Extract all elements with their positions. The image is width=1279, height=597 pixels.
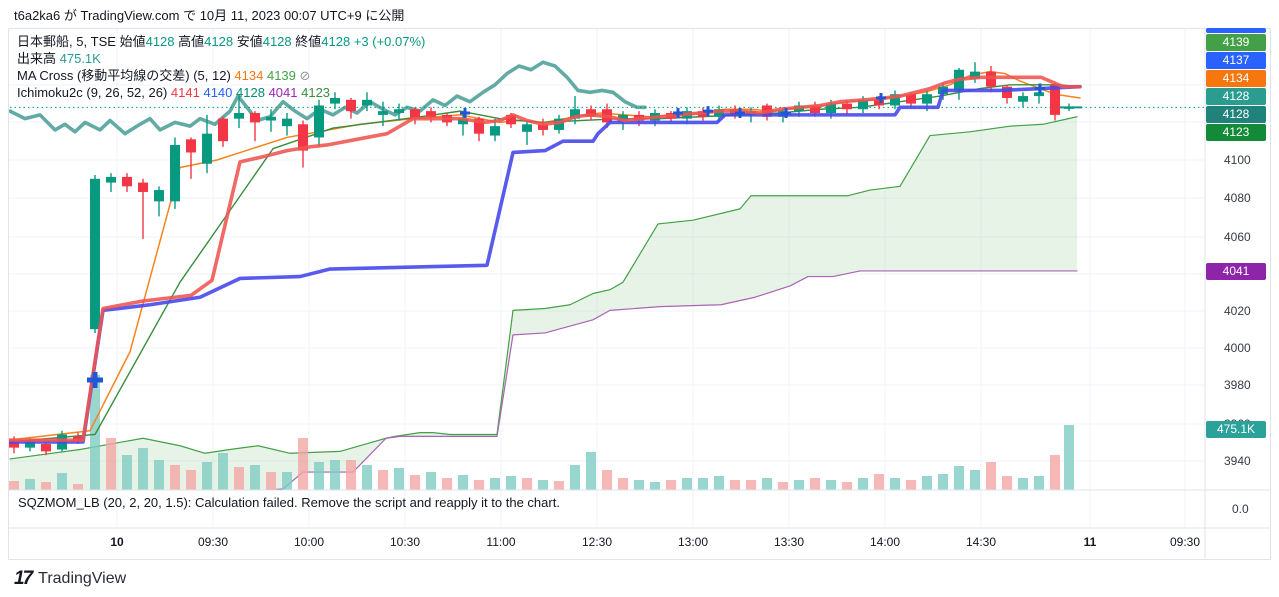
legend-value: 高値 [178, 34, 205, 49]
legend-value: 4128 [204, 34, 237, 49]
legend-value: 終値 [295, 34, 322, 49]
legend-volume-row[interactable]: 出来高 475.1K [17, 50, 425, 67]
price-tick-label: 4060 [1224, 230, 1251, 244]
price-badge: 4123 [1206, 124, 1266, 141]
legend-value: 4041 [268, 85, 302, 100]
legend-value: 4141 [170, 85, 204, 100]
tradingview-logo-icon: 17 [14, 568, 33, 589]
price-badge: 4139 [1206, 34, 1266, 51]
time-tick-label: 10:00 [293, 535, 325, 549]
legend-value: 4128 [236, 85, 269, 100]
legend-value: 4128 [262, 34, 296, 49]
legend-value: 4140 [203, 85, 237, 100]
legend-ma-cross-row[interactable]: MA Cross (移動平均線の交差) (5, 12) 4134 4139 ⊘ [17, 67, 425, 84]
time-tick-label: 14:00 [869, 535, 901, 549]
attribution-text: t6a2ka6 が TradingView.com で 10月 11, 2023… [14, 8, 405, 23]
price-badge: 4134 [1206, 70, 1266, 87]
legend-value: 475.1K [59, 51, 101, 66]
time-tick-label: 09:30 [1169, 535, 1201, 549]
price-badge: 475.1K [1206, 421, 1266, 438]
legend-value: 4134 [234, 68, 267, 83]
legend-ichimoku-row[interactable]: Ichimoku2c (9, 26, 52, 26) 4141 4140 412… [17, 84, 425, 101]
time-tick-label: 10:30 [389, 535, 421, 549]
time-tick-label: 14:30 [965, 535, 997, 549]
price-badge: 4041 [1206, 263, 1266, 280]
time-tick-label: 11 [1083, 535, 1097, 549]
legend-value: 始値 [119, 34, 146, 49]
legend-value: ⊘ [299, 68, 311, 83]
time-tick-label: 13:00 [677, 535, 709, 549]
legend-value: 出来高 [17, 51, 60, 66]
price-badge: 4137 [1206, 52, 1266, 69]
price-tick-label: 4020 [1224, 304, 1251, 318]
time-tick-label: 11:00 [486, 535, 516, 549]
legend-value: 安値 [236, 34, 263, 49]
legend-value: +3 (+0.07%) [353, 34, 426, 49]
price-tick-label: 4100 [1224, 153, 1251, 167]
legend-value: 日本郵船, 5, TSE [17, 34, 120, 49]
legend-symbol-row[interactable]: 日本郵船, 5, TSE 始値4128 高値4128 安値4128 終値4128… [17, 33, 425, 50]
time-tick-label: 12:30 [581, 535, 613, 549]
legend-value: 4128 [321, 34, 354, 49]
tradingview-logo[interactable]: 17 TradingView [14, 569, 126, 588]
legend-value: Ichimoku2c (9, 26, 52, 26) [17, 85, 171, 100]
legend-value: MA Cross (移動平均線の交差) (5, 12) [17, 68, 235, 83]
price-tick-label: 4080 [1224, 191, 1251, 205]
price-badge-clipped [1206, 28, 1266, 33]
lower-pane-zero-label: 0.0 [1232, 502, 1249, 516]
time-tick-label: 10 [110, 535, 124, 549]
chart-frame[interactable] [8, 28, 1271, 560]
legend-value: 4123 [301, 85, 331, 100]
price-badge: 4128 [1206, 88, 1266, 105]
price-tick-label: 3980 [1224, 378, 1251, 392]
price-tick-label: 3940 [1224, 454, 1251, 468]
time-tick-label: 09:30 [197, 535, 229, 549]
price-tick-label: 4000 [1224, 341, 1251, 355]
tradingview-logo-text: TradingView [38, 569, 127, 587]
indicator-error-message: SQZMOM_LB (20, 2, 20, 1.5): Calculation … [18, 495, 560, 510]
legend-value: 4128 [145, 34, 179, 49]
indicator-legend[interactable]: 日本郵船, 5, TSE 始値4128 高値4128 安値4128 終値4128… [17, 33, 425, 101]
price-badge: 4128 [1206, 106, 1266, 123]
legend-value: 4139 [266, 68, 300, 83]
time-tick-label: 13:30 [773, 535, 805, 549]
